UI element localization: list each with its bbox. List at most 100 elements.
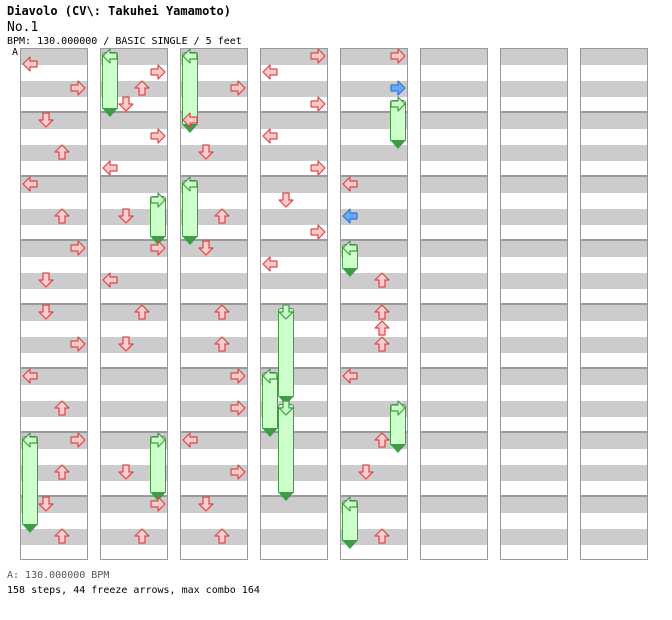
left-arrow-icon — [182, 176, 198, 192]
measure — [580, 240, 648, 304]
chart-column — [180, 48, 248, 560]
up-arrow-icon — [54, 144, 70, 160]
right-arrow-icon — [150, 240, 166, 256]
up-arrow-icon — [214, 528, 230, 544]
down-arrow-icon — [38, 496, 54, 512]
measure — [260, 432, 328, 496]
down-arrow-icon — [278, 400, 294, 416]
right-arrow-icon — [70, 240, 86, 256]
measure — [500, 496, 568, 560]
freeze-arrow-tail — [278, 492, 294, 501]
freeze-arrow-tail — [102, 108, 118, 117]
measure — [500, 368, 568, 432]
up-arrow-icon — [214, 336, 230, 352]
measure — [420, 48, 488, 112]
down-arrow-icon — [358, 464, 374, 480]
right-arrow-icon — [230, 80, 246, 96]
right-arrow-icon — [150, 432, 166, 448]
measure — [420, 112, 488, 176]
up-arrow-icon — [134, 528, 150, 544]
down-arrow-icon — [38, 304, 54, 320]
measure — [580, 112, 648, 176]
up-arrow-icon — [374, 528, 390, 544]
up-arrow-icon — [374, 320, 390, 336]
measure — [100, 304, 168, 368]
down-arrow-icon — [278, 304, 294, 320]
up-arrow-icon — [374, 304, 390, 320]
freeze-arrow-body — [278, 404, 294, 494]
right-arrow-icon — [70, 336, 86, 352]
chart-column — [420, 48, 488, 560]
left-arrow-icon — [342, 240, 358, 256]
down-arrow-icon — [118, 464, 134, 480]
up-arrow-icon — [54, 464, 70, 480]
freeze-arrow-body — [278, 308, 294, 398]
right-arrow-icon — [390, 48, 406, 64]
right-arrow-icon — [70, 80, 86, 96]
left-arrow-icon — [102, 272, 118, 288]
measure — [580, 496, 648, 560]
up-arrow-icon — [134, 304, 150, 320]
freeze-arrow-tail — [22, 524, 38, 533]
up-arrow-icon — [54, 528, 70, 544]
chart-column — [580, 48, 648, 560]
chart-column — [20, 48, 88, 560]
measure — [500, 176, 568, 240]
measure — [20, 304, 88, 368]
measure — [100, 368, 168, 432]
bpm-legend: A: 130.000000 BPM — [7, 570, 110, 581]
measure — [180, 240, 248, 304]
left-arrow-icon — [22, 368, 38, 384]
down-arrow-icon — [118, 96, 134, 112]
left-arrow-icon — [22, 176, 38, 192]
right-arrow-icon — [310, 96, 326, 112]
chart-column — [260, 48, 328, 560]
up-arrow-icon — [214, 208, 230, 224]
up-arrow-icon — [214, 304, 230, 320]
bpm-section-marker: A — [12, 47, 19, 58]
freeze-arrow-tail — [390, 444, 406, 453]
measure — [340, 304, 408, 368]
freeze-arrow-tail — [262, 428, 278, 437]
measure — [500, 48, 568, 112]
left-arrow-icon — [102, 48, 118, 64]
measure — [420, 368, 488, 432]
left-arrow-icon — [22, 56, 38, 72]
up-arrow-icon — [54, 208, 70, 224]
left-arrow-icon — [262, 64, 278, 80]
freeze-arrow-tail — [390, 140, 406, 149]
left-arrow-icon — [342, 368, 358, 384]
measure — [420, 240, 488, 304]
left-arrow-icon — [262, 128, 278, 144]
measure — [260, 240, 328, 304]
measure — [580, 368, 648, 432]
measure — [20, 112, 88, 176]
left-arrow-icon — [102, 160, 118, 176]
left-arrow-icon — [342, 176, 358, 192]
down-arrow-icon — [38, 112, 54, 128]
measure — [580, 432, 648, 496]
up-arrow-icon — [374, 336, 390, 352]
down-arrow-icon — [118, 208, 134, 224]
song-title: Diavolo (CV\: Takuhei Yamamoto) — [7, 4, 231, 18]
right-arrow-icon — [310, 48, 326, 64]
left-arrow-icon — [22, 432, 38, 448]
chart-column — [500, 48, 568, 560]
right-arrow-icon — [230, 400, 246, 416]
down-arrow-icon — [198, 496, 214, 512]
right-arrow-icon — [310, 224, 326, 240]
measure — [180, 496, 248, 560]
measure — [580, 304, 648, 368]
left-arrow-icon — [182, 48, 198, 64]
measure — [420, 176, 488, 240]
freeze-arrow-body — [22, 436, 38, 526]
left-arrow-icon — [182, 112, 198, 128]
measure — [20, 48, 88, 112]
left-arrow-icon — [342, 496, 358, 512]
down-arrow-icon — [38, 272, 54, 288]
right-arrow-icon — [150, 64, 166, 80]
measure — [500, 432, 568, 496]
measure — [180, 304, 248, 368]
right-arrow-icon — [390, 96, 406, 112]
step-statistics: 158 steps, 44 freeze arrows, max combo 1… — [7, 585, 260, 596]
